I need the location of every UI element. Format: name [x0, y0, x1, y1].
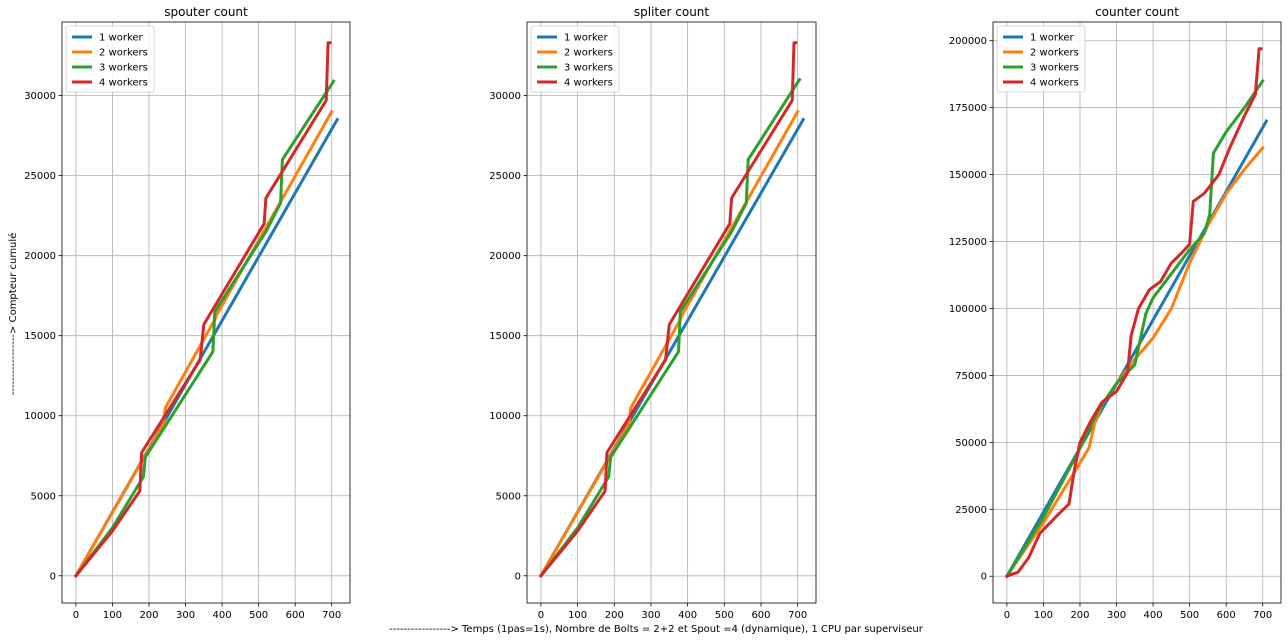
y-tick-label: 15000: [24, 331, 56, 342]
x-tick-label: 500: [715, 610, 734, 621]
y-tick-label: 175000: [949, 103, 987, 114]
y-tick-label: 5000: [496, 491, 521, 502]
figure-ylabel: -----------------> Compteur cumulé: [7, 233, 19, 396]
x-tick-label: 400: [1144, 610, 1163, 621]
y-tick-label: 10000: [489, 411, 521, 422]
y-tick-label: 5000: [31, 491, 56, 502]
figure-xlabel: -----------------> Temps (1pas=1s), Nomb…: [389, 624, 924, 635]
panels: 0 100 200 300 400 500 600 700050001000015000200…: [24, 5, 1282, 621]
y-tick-label: 125000: [949, 237, 987, 248]
legend-label: 4 workers: [99, 78, 148, 89]
x-tick-label: 500: [1180, 610, 1199, 621]
subplot-1: 0 100 200 300 400 500 600 700 0 5000 10000 15000 200…: [24, 5, 351, 621]
legend-label: 3 workers: [1030, 63, 1079, 74]
legend-box: [65, 25, 155, 93]
x-tick-label: 200: [139, 610, 158, 621]
y-tick-label: 50000: [955, 438, 987, 449]
legend-label: 4 workers: [564, 78, 613, 89]
series-group: [73, 41, 340, 578]
x-tick-label: 500: [249, 610, 268, 621]
x-tick-label: 100: [1034, 610, 1053, 621]
x-tick-label: 600: [751, 610, 770, 621]
series-line-4-workers: [1004, 47, 1263, 579]
x-tick-label: 200: [605, 610, 624, 621]
chart-title: counter count: [1095, 5, 1179, 19]
x-tick-label: 300: [641, 610, 660, 621]
series-line-3-workers: [1004, 78, 1265, 579]
x-tick-label: 200: [1070, 610, 1089, 621]
chart-title: spouter count: [164, 5, 248, 19]
x-tick-label: 100: [568, 610, 587, 621]
x-tick-label: 600: [286, 610, 305, 621]
y-tick-label: 10000: [24, 411, 56, 422]
y-tick-label: 75000: [955, 371, 987, 382]
legend: 1 worker 2 workers 3 workers 4 workers: [530, 25, 620, 93]
x-tick-label: 0: [1004, 610, 1010, 621]
y-tick-label: 30000: [24, 91, 56, 102]
subplot-2: 0 100 200 300 400 500 600 700 0 5000 10000 15000 200…: [489, 5, 817, 621]
series-line-4-workers: [73, 41, 332, 578]
plot-frame: [61, 21, 351, 604]
legend: 1 worker 2 workers 3 workers 4 workers: [65, 25, 155, 93]
y-tick-label: 20000: [24, 251, 56, 262]
y-tick-label: 100000: [949, 304, 987, 315]
x-tick-label: 600: [1217, 610, 1236, 621]
y-tick-label: 200000: [949, 36, 987, 47]
series-group: [1004, 47, 1269, 579]
plot-frame: [992, 21, 1282, 604]
x-tick-label: 400: [213, 610, 232, 621]
y-tick-label: 25000: [24, 171, 56, 182]
legend-label: 1 worker: [99, 33, 144, 44]
x-tick-label: 0: [73, 610, 79, 621]
plot-frame: [526, 21, 817, 604]
x-tick-label: 0: [538, 610, 544, 621]
y-tick-label: 20000: [489, 251, 521, 262]
y-tick-label: 25000: [955, 505, 987, 516]
x-tick-label: 100: [103, 610, 122, 621]
legend-label: 1 worker: [564, 33, 609, 44]
legend-label: 2 workers: [1030, 48, 1079, 59]
series-group: [538, 41, 806, 578]
series-line-3-workers: [538, 77, 802, 578]
x-tick-label: 300: [1107, 610, 1126, 621]
x-tick-label: 700: [788, 610, 807, 621]
y-tick-label: 0: [50, 571, 56, 582]
y-tick-label: 15000: [489, 331, 521, 342]
x-tick-label: 400: [678, 610, 697, 621]
x-tick-label: 700: [322, 610, 341, 621]
legend: 1 worker 2 workers 3 workers 4 workers: [996, 25, 1086, 93]
x-tick-label: 300: [176, 610, 195, 621]
chart-title: spliter count: [634, 5, 710, 19]
legend-label: 1 worker: [1030, 33, 1075, 44]
y-tick-label: 30000: [489, 91, 521, 102]
subplot-3: 0 100 200 300 400 500 600 700 0 25000 50000 75000 10…: [949, 5, 1282, 621]
series-line-4-workers: [538, 41, 798, 578]
legend-label: 2 workers: [564, 48, 613, 59]
legend-label: 2 workers: [99, 48, 148, 59]
y-tick-label: 0: [515, 571, 521, 582]
y-tick-label: 150000: [949, 170, 987, 181]
series-line-3-workers: [73, 79, 336, 578]
legend-box: [530, 25, 620, 93]
y-tick-label: 25000: [489, 171, 521, 182]
legend-label: 3 workers: [99, 63, 148, 74]
y-tick-label: 0: [981, 572, 987, 583]
legend-box: [996, 25, 1086, 93]
legend-label: 4 workers: [1030, 78, 1079, 89]
legend-label: 3 workers: [564, 63, 613, 74]
x-tick-label: 700: [1253, 610, 1272, 621]
